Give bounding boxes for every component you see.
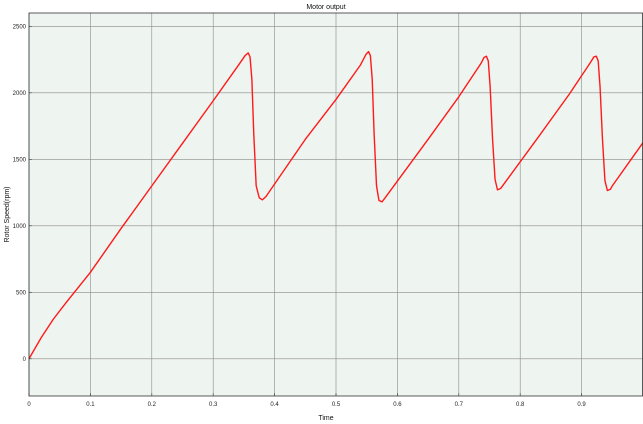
x-tick-label: 0.4: [270, 402, 279, 408]
rotor-speed-line: [28, 50, 643, 360]
x-tick-label: 0: [27, 402, 31, 408]
x-tick-label: 0.6: [393, 402, 402, 408]
y-tick-label: 500: [16, 290, 27, 296]
y-tick-label: 1000: [13, 224, 27, 230]
x-axis-label: Time: [318, 415, 333, 422]
x-tick-label: 0.5: [332, 402, 341, 408]
y-axis-label: Rotor Speed(rpm): [4, 186, 11, 242]
y-tick-label: 0: [23, 357, 27, 363]
x-tick-label: 0.2: [148, 402, 157, 408]
y-tick-label: 2500: [13, 24, 27, 30]
x-tick-label: 0.1: [86, 402, 95, 408]
chart-title: Motor output: [306, 4, 345, 11]
x-tick-label: 0.7: [455, 402, 464, 408]
y-tick-label: 1500: [13, 157, 27, 163]
x-tick-label: 0.9: [577, 402, 586, 408]
x-tick-label: 0.8: [516, 402, 525, 408]
y-axis: 0 500 1000 1500 2000 2500: [13, 24, 32, 363]
y-tick-label: 2000: [13, 91, 27, 97]
x-axis: 0 0.1 0.2 0.3 0.4 0.5 0.6 0.7 0.8 0.9: [27, 393, 586, 408]
series-layer: [28, 50, 643, 360]
x-tick-label: 0.3: [209, 402, 218, 408]
grid: [28, 13, 643, 396]
